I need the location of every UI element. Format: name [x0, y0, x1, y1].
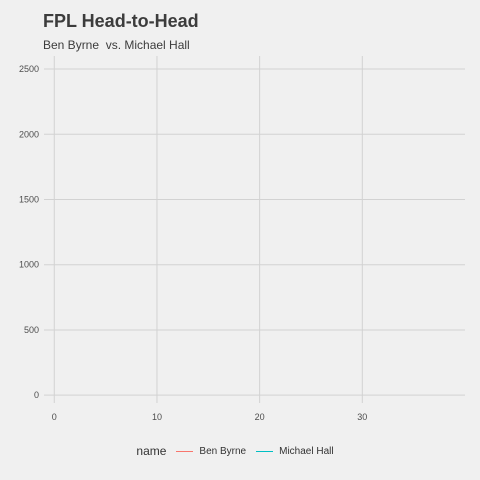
x-tick-label-10: 10	[152, 412, 162, 422]
y-tick-label-1000: 1000	[19, 260, 39, 270]
chart-title: FPL Head-to-Head	[43, 11, 199, 31]
x-tick-label-0: 0	[52, 412, 57, 422]
chart-subtitle: Ben Byrne vs. Michael Hall	[43, 38, 190, 52]
tick-labels: 0 500 1000 1500 2000 2500 0 10 20 30	[19, 64, 367, 422]
legend-swatch-ben-byrne	[176, 450, 194, 452]
x-tick-label-20: 20	[255, 412, 265, 422]
x-tick-label-30: 30	[357, 412, 367, 422]
y-tick-label-500: 500	[24, 325, 39, 335]
gridlines	[44, 56, 465, 403]
legend-swatch-michael-hall	[256, 450, 274, 452]
y-tick-label-1500: 1500	[19, 194, 39, 204]
legend-item-ben-byrne: Ben Byrne	[176, 446, 246, 457]
legend-label-ben-byrne: Ben Byrne	[199, 445, 247, 457]
plot-area: 0 500 1000 1500 2000 2500 0 10 20 30	[19, 56, 465, 422]
legend-item-michael-hall: Michael Hall	[256, 445, 334, 457]
legend: name Ben Byrne Michael Hall	[0, 444, 480, 458]
y-tick-label-0: 0	[34, 390, 39, 400]
y-tick-label-2500: 2500	[19, 64, 39, 74]
legend-label-michael-hall: Michael Hall	[279, 445, 334, 457]
legend-title: name	[136, 444, 167, 458]
y-tick-label-2000: 2000	[19, 129, 39, 139]
